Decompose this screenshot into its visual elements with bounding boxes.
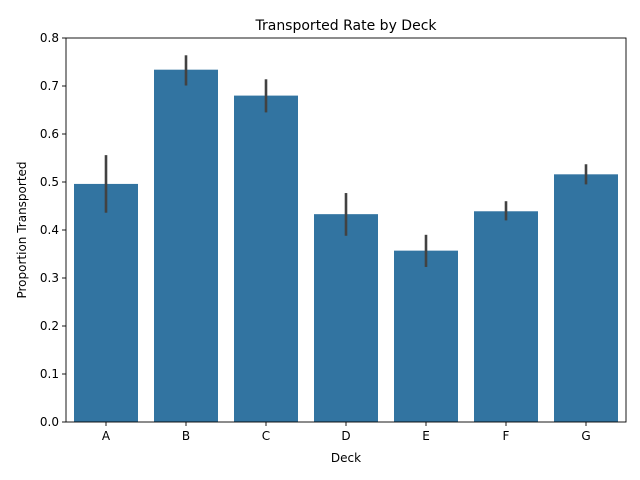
x-axis: A B C D E F G bbox=[102, 422, 591, 443]
y-tick-label: 0.4 bbox=[40, 223, 59, 237]
x-tick-label-D: D bbox=[341, 429, 350, 443]
bar-A bbox=[74, 183, 138, 422]
y-tick-label: 0.8 bbox=[40, 31, 59, 45]
y-tick-label: 0.2 bbox=[40, 319, 59, 333]
error-bars-group bbox=[104, 55, 588, 267]
y-tick-label: 0.3 bbox=[40, 271, 59, 285]
chart-title: Transported Rate by Deck bbox=[254, 18, 437, 34]
x-tick-label-G: G bbox=[581, 429, 590, 443]
bars-group bbox=[74, 69, 618, 423]
x-tick-label-A: A bbox=[102, 429, 111, 443]
y-axis-label: Proportion Transported bbox=[15, 161, 29, 298]
y-tick-label: 0.6 bbox=[40, 127, 59, 141]
bar-G bbox=[554, 174, 618, 422]
bar-B bbox=[154, 69, 218, 423]
y-axis: 0.0 0.1 0.2 0.3 0.4 0.5 0.6 0.7 0.8 bbox=[40, 31, 66, 429]
y-tick-label: 0.7 bbox=[40, 79, 59, 93]
x-tick-label-F: F bbox=[503, 429, 510, 443]
y-tick-label: 0.5 bbox=[40, 175, 59, 189]
bar-C bbox=[234, 95, 298, 422]
bar-E bbox=[394, 250, 458, 422]
bar-D bbox=[314, 214, 378, 422]
y-tick-label: 0.0 bbox=[40, 415, 59, 429]
y-tick-label: 0.1 bbox=[40, 367, 59, 381]
bar-F bbox=[474, 211, 538, 422]
x-tick-label-B: B bbox=[182, 429, 190, 443]
x-tick-label-E: E bbox=[422, 429, 430, 443]
plot-frame bbox=[65, 37, 627, 423]
x-tick-label-C: C bbox=[262, 429, 270, 443]
x-axis-label: Deck bbox=[331, 451, 361, 465]
